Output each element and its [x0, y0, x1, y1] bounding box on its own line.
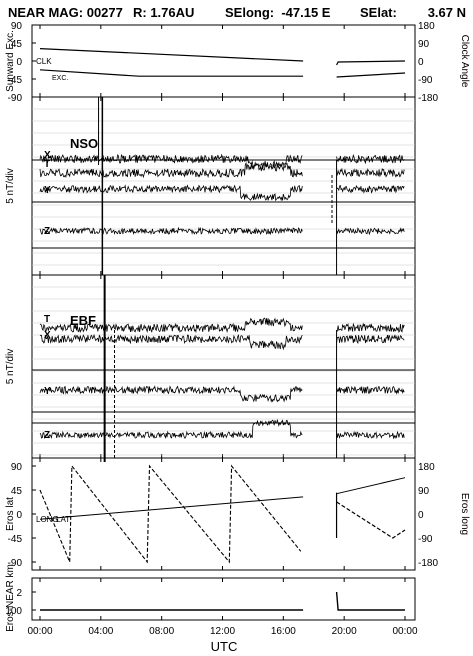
left-tick-label: 45: [11, 486, 23, 497]
right-tick-label: 0: [418, 57, 424, 68]
field-trace-t: [336, 167, 405, 178]
field-trace-t: [39, 161, 303, 179]
x-tick-label: 20:00: [332, 626, 357, 637]
right-tick-label: 0: [418, 510, 424, 521]
component-label-x: X: [44, 330, 51, 341]
plot-header: NEAR MAG: 00277 R: 1.76AU SElong: -47.15…: [8, 5, 466, 20]
panel-title-nso: NSO: [70, 136, 98, 151]
field-trace-t: [39, 317, 303, 334]
series-sunward-exc: [336, 72, 406, 78]
field-trace-z: [336, 430, 405, 440]
field-trace-x: [336, 153, 405, 165]
left-axis-label: Eros-NEAR km: [5, 564, 16, 632]
series-eros-long: [336, 501, 406, 539]
scale-axis-label: 5 nT/div: [5, 168, 16, 204]
header-selat: SElat:: [360, 5, 397, 20]
series-clock-angle: [39, 48, 304, 62]
left-tick-label: -90: [8, 93, 23, 104]
right-axis-label: Clock Angle: [459, 35, 470, 88]
x-axis-label: UTC: [211, 639, 238, 654]
annotation-long: LONG: [36, 515, 59, 524]
right-tick-label: 180: [418, 462, 435, 473]
annotation-exc: EXC.: [52, 75, 68, 82]
x-tick-label: 00:00: [27, 626, 52, 637]
panel-frame-ebf: [31, 274, 416, 459]
series-eros-long: [39, 464, 302, 564]
annotation-lat: LAT: [56, 515, 70, 524]
left-tick-label: -90: [8, 558, 23, 569]
field-trace-t: [336, 322, 405, 333]
field-trace-y: [39, 385, 303, 403]
series-eros-lat: [39, 496, 304, 520]
component-label-t: T: [44, 159, 50, 170]
right-tick-label: -90: [418, 75, 433, 86]
right-tick-label: -90: [418, 534, 433, 545]
x-tick-label: 04:00: [88, 626, 113, 637]
component-label-t: T: [44, 314, 50, 325]
x-tick-label: 00:00: [392, 626, 417, 637]
left-tick-label: 0: [16, 510, 22, 521]
series-eros-lat: [336, 477, 406, 495]
header-range: R: 1.76AU: [133, 5, 194, 20]
field-trace-z: [39, 226, 303, 236]
field-trace-y: [336, 385, 405, 395]
scale-axis-label: 5 nT/div: [5, 349, 16, 385]
field-trace-x: [39, 153, 303, 171]
right-tick-label: -180: [418, 93, 438, 104]
field-trace-x: [336, 334, 405, 344]
time-axis: 00:00 04:00 08:00 12:00 16:00 20:00 00:00: [27, 626, 417, 637]
left-tick-label: -45: [8, 534, 23, 545]
left-tick-label: 90: [11, 462, 23, 473]
panel-frame-range: [31, 577, 416, 621]
left-axis-label: Eros lat: [5, 497, 16, 531]
annotation-clk: CLK: [36, 57, 52, 66]
field-trace-y: [39, 184, 303, 202]
header-mission: NEAR MAG: 00277: [8, 5, 123, 20]
right-axis-label: Eros long: [459, 493, 470, 535]
panel-title-ebf: EBF: [70, 313, 96, 328]
panel-frame-eros: [31, 457, 416, 571]
right-tick-label: 90: [418, 486, 430, 497]
series-clock-angle: [336, 60, 406, 66]
left-axis-label: Sunward Exc.: [5, 30, 16, 92]
field-trace-y: [336, 185, 405, 194]
field-trace-x: [39, 333, 303, 351]
left-tick-label: 45: [11, 39, 23, 50]
left-tick-label: -45: [8, 75, 23, 86]
header-selong: SElong: -47.15 E: [225, 5, 331, 20]
field-trace-z: [336, 227, 405, 236]
right-tick-label: 90: [418, 39, 430, 50]
right-tick-label: 180: [418, 21, 435, 32]
x-tick-label: 08:00: [149, 626, 174, 637]
header-selat-value: 3.67 N: [428, 5, 466, 20]
right-tick-label: -180: [418, 558, 438, 569]
left-tick-label: 100: [5, 606, 22, 617]
left-tick-label: 90: [11, 21, 23, 32]
x-tick-label: 16:00: [271, 626, 296, 637]
x-tick-label: 12:00: [210, 626, 235, 637]
panel-frame-angles: [31, 24, 416, 98]
component-label-x: X: [44, 150, 51, 161]
series-range: [335, 591, 405, 611]
left-tick-label: 0: [16, 57, 22, 68]
field-trace-z: [39, 418, 303, 440]
left-tick-label: 2: [16, 588, 22, 599]
component-label-z: Z: [44, 430, 50, 441]
component-label-y: Y: [44, 185, 51, 196]
series-sunward-exc: [39, 69, 304, 77]
